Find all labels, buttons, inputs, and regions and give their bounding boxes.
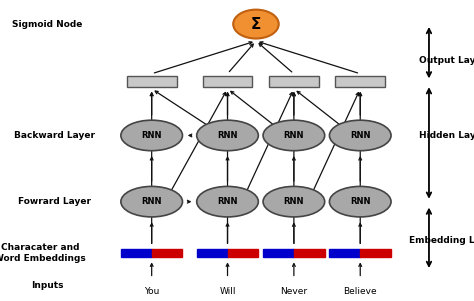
FancyBboxPatch shape xyxy=(336,76,385,87)
FancyBboxPatch shape xyxy=(360,249,391,257)
Text: Will: Will xyxy=(219,287,236,296)
FancyBboxPatch shape xyxy=(121,249,152,257)
Text: Hidden Layer: Hidden Layer xyxy=(419,131,474,140)
Text: Fowrard Layer: Fowrard Layer xyxy=(18,197,91,206)
Circle shape xyxy=(233,10,279,39)
FancyBboxPatch shape xyxy=(197,249,228,257)
Ellipse shape xyxy=(197,120,258,151)
Text: RNN: RNN xyxy=(350,131,371,140)
Ellipse shape xyxy=(197,186,258,217)
Text: RNN: RNN xyxy=(350,197,371,206)
Text: You: You xyxy=(144,287,159,296)
Ellipse shape xyxy=(263,120,325,151)
Text: RNN: RNN xyxy=(217,131,238,140)
Text: Embedding Layer: Embedding Layer xyxy=(409,236,474,245)
Text: Characater and
Word Embeddings: Characater and Word Embeddings xyxy=(0,243,86,262)
Text: RNN: RNN xyxy=(283,131,304,140)
FancyBboxPatch shape xyxy=(202,76,252,87)
Ellipse shape xyxy=(121,120,182,151)
Ellipse shape xyxy=(121,186,182,217)
Text: Sigmoid Node: Sigmoid Node xyxy=(12,20,82,29)
Text: Never: Never xyxy=(280,287,308,296)
FancyBboxPatch shape xyxy=(294,249,325,257)
Text: RNN: RNN xyxy=(141,131,162,140)
Text: Backward Layer: Backward Layer xyxy=(14,131,95,140)
Text: RNN: RNN xyxy=(283,197,304,206)
FancyBboxPatch shape xyxy=(127,76,176,87)
Text: Believe: Believe xyxy=(344,287,377,296)
Ellipse shape xyxy=(329,186,391,217)
Ellipse shape xyxy=(263,186,325,217)
Text: Output Layer: Output Layer xyxy=(419,56,474,65)
FancyBboxPatch shape xyxy=(269,76,319,87)
FancyBboxPatch shape xyxy=(263,249,294,257)
Ellipse shape xyxy=(329,120,391,151)
Text: Inputs: Inputs xyxy=(31,281,64,290)
Text: RNN: RNN xyxy=(141,197,162,206)
FancyBboxPatch shape xyxy=(228,249,258,257)
FancyBboxPatch shape xyxy=(152,249,182,257)
FancyBboxPatch shape xyxy=(329,249,360,257)
Text: Σ: Σ xyxy=(251,17,261,32)
Text: RNN: RNN xyxy=(217,197,238,206)
